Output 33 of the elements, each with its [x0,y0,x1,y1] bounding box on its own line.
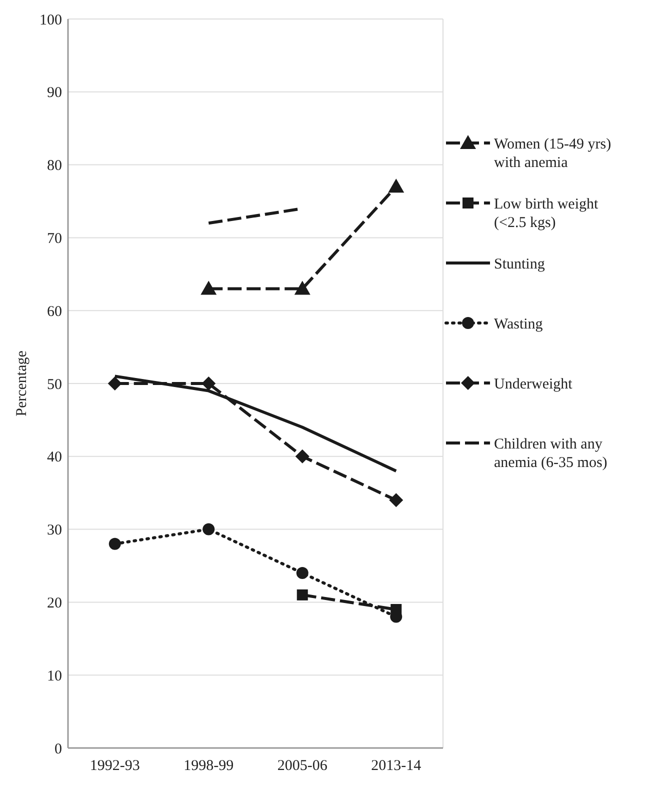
point [294,280,310,295]
x-tick-label: 2005-06 [277,758,328,774]
legend-label: Stunting [494,256,546,272]
y-tick-label: 20 [47,595,62,612]
legend-label: Wasting [494,316,544,332]
y-tick-label: 50 [47,376,62,393]
y-tick-label: 0 [54,741,62,758]
legend-label: Women (15-49 yrs) with anemia [494,136,612,171]
x-tick-label: 2013-14 [371,758,422,774]
x-tick-label: 1998-99 [184,758,234,774]
point [202,523,215,536]
y-tick-label: 10 [47,668,62,684]
y-tick-label: 80 [47,158,62,174]
point [388,178,404,193]
x-tick-label: 1992-93 [90,758,140,774]
y-tick-label: 60 [47,304,62,320]
point [202,376,216,390]
y-axis-title: Percentage [14,350,30,416]
y-tick-label: 100 [40,12,62,28]
point [296,567,308,580]
point [108,376,122,390]
point [295,449,310,464]
point [200,280,217,295]
y-tick-label: 90 [47,85,62,102]
legend-label: Underweight [494,376,574,392]
point [108,538,121,550]
legend-label: Children with any anemia (6-35 mos) [494,436,608,471]
point [389,493,404,508]
y-tick-label: 70 [47,230,62,247]
legend-label: Low birth weight (<2.5 kgs) [494,196,599,231]
y-tick-label: 40 [47,450,62,466]
y-tick-label: 30 [47,522,62,539]
point [296,589,308,600]
